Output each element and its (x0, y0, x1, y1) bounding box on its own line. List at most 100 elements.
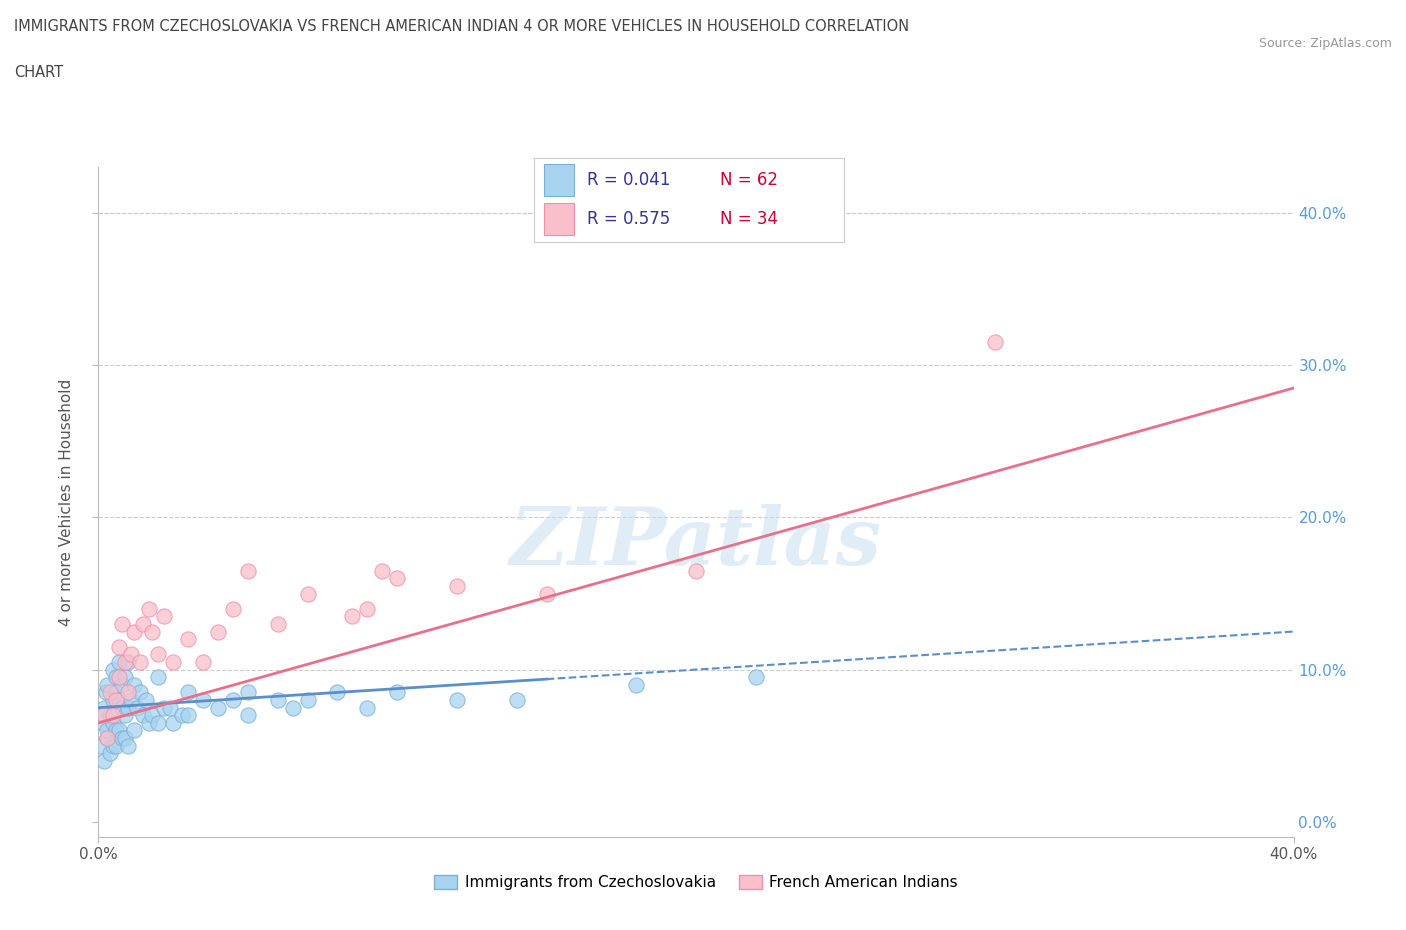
Point (356, 602, 378, 617)
Point (103, 708, 125, 723)
Point (103, 715, 125, 730)
Point (207, 624, 229, 639)
Point (127, 700, 149, 715)
Point (162, 715, 184, 730)
Point (111, 731, 134, 746)
Point (446, 578, 468, 593)
Point (114, 731, 136, 746)
Point (129, 685, 152, 700)
Point (120, 693, 142, 708)
Point (94, 685, 117, 700)
Point (222, 602, 245, 617)
Point (148, 715, 170, 730)
Point (98, 708, 122, 723)
Point (356, 700, 378, 715)
Text: R = 0.041: R = 0.041 (586, 171, 671, 189)
Point (108, 723, 131, 737)
Point (446, 693, 468, 708)
Point (297, 586, 319, 601)
Point (132, 617, 155, 631)
Point (96, 723, 118, 737)
Point (103, 662, 125, 677)
Point (120, 647, 142, 662)
Point (93, 753, 115, 768)
Point (138, 715, 160, 730)
Point (96, 731, 118, 746)
Point (148, 670, 170, 684)
Point (138, 602, 160, 617)
Point (159, 700, 181, 715)
Point (162, 655, 184, 670)
Point (105, 670, 128, 684)
Point (385, 685, 409, 700)
Point (93, 708, 115, 723)
Point (141, 624, 163, 639)
Legend: Immigrants from Czechoslovakia, French American Indians: Immigrants from Czechoslovakia, French A… (427, 869, 965, 897)
Point (108, 693, 131, 708)
Point (153, 609, 176, 624)
Point (141, 708, 163, 723)
Point (117, 700, 139, 715)
Point (105, 693, 128, 708)
Point (135, 693, 157, 708)
Point (114, 655, 136, 670)
Y-axis label: 4 or more Vehicles in Household: 4 or more Vehicles in Household (59, 379, 75, 626)
Point (371, 564, 394, 578)
Point (96, 731, 118, 746)
Point (90, 738, 112, 753)
Point (108, 639, 131, 654)
Point (267, 693, 290, 708)
Point (326, 685, 349, 700)
Point (177, 631, 200, 646)
Point (536, 586, 558, 601)
Point (93, 700, 115, 715)
Point (984, 335, 1007, 350)
Point (191, 693, 214, 708)
Point (103, 738, 125, 753)
Point (506, 693, 529, 708)
Text: ZIPatlas: ZIPatlas (510, 504, 882, 581)
Point (236, 708, 259, 723)
Point (105, 685, 128, 700)
Point (117, 685, 139, 700)
Point (105, 723, 128, 737)
Point (132, 708, 155, 723)
Bar (544, 164, 575, 196)
Point (191, 655, 214, 670)
Point (124, 677, 146, 692)
Point (236, 685, 259, 700)
Point (124, 624, 146, 639)
Point (222, 693, 245, 708)
Point (177, 685, 200, 700)
Point (153, 700, 176, 715)
Point (745, 670, 768, 684)
Point (685, 564, 707, 578)
Text: R = 0.575: R = 0.575 (586, 210, 671, 228)
Bar (544, 204, 575, 235)
Point (103, 693, 125, 708)
Point (129, 655, 152, 670)
Point (281, 700, 304, 715)
Point (117, 655, 139, 670)
Point (342, 609, 364, 624)
Point (148, 647, 170, 662)
Text: N = 34: N = 34 (720, 210, 778, 228)
Point (236, 564, 259, 578)
Text: Source: ZipAtlas.com: Source: ZipAtlas.com (1258, 37, 1392, 50)
Point (117, 738, 139, 753)
Point (111, 700, 134, 715)
Point (108, 670, 131, 684)
Point (114, 670, 136, 684)
Point (626, 677, 648, 692)
Point (98, 685, 122, 700)
Text: N = 62: N = 62 (720, 171, 778, 189)
Point (267, 617, 290, 631)
Point (91, 715, 114, 730)
Point (96, 677, 118, 692)
Point (98, 746, 122, 761)
Point (385, 571, 409, 586)
Text: IMMIGRANTS FROM CZECHOSLOVAKIA VS FRENCH AMERICAN INDIAN 4 OR MORE VEHICLES IN H: IMMIGRANTS FROM CZECHOSLOVAKIA VS FRENCH… (14, 19, 910, 33)
Point (111, 617, 134, 631)
Point (207, 700, 229, 715)
Point (177, 708, 200, 723)
